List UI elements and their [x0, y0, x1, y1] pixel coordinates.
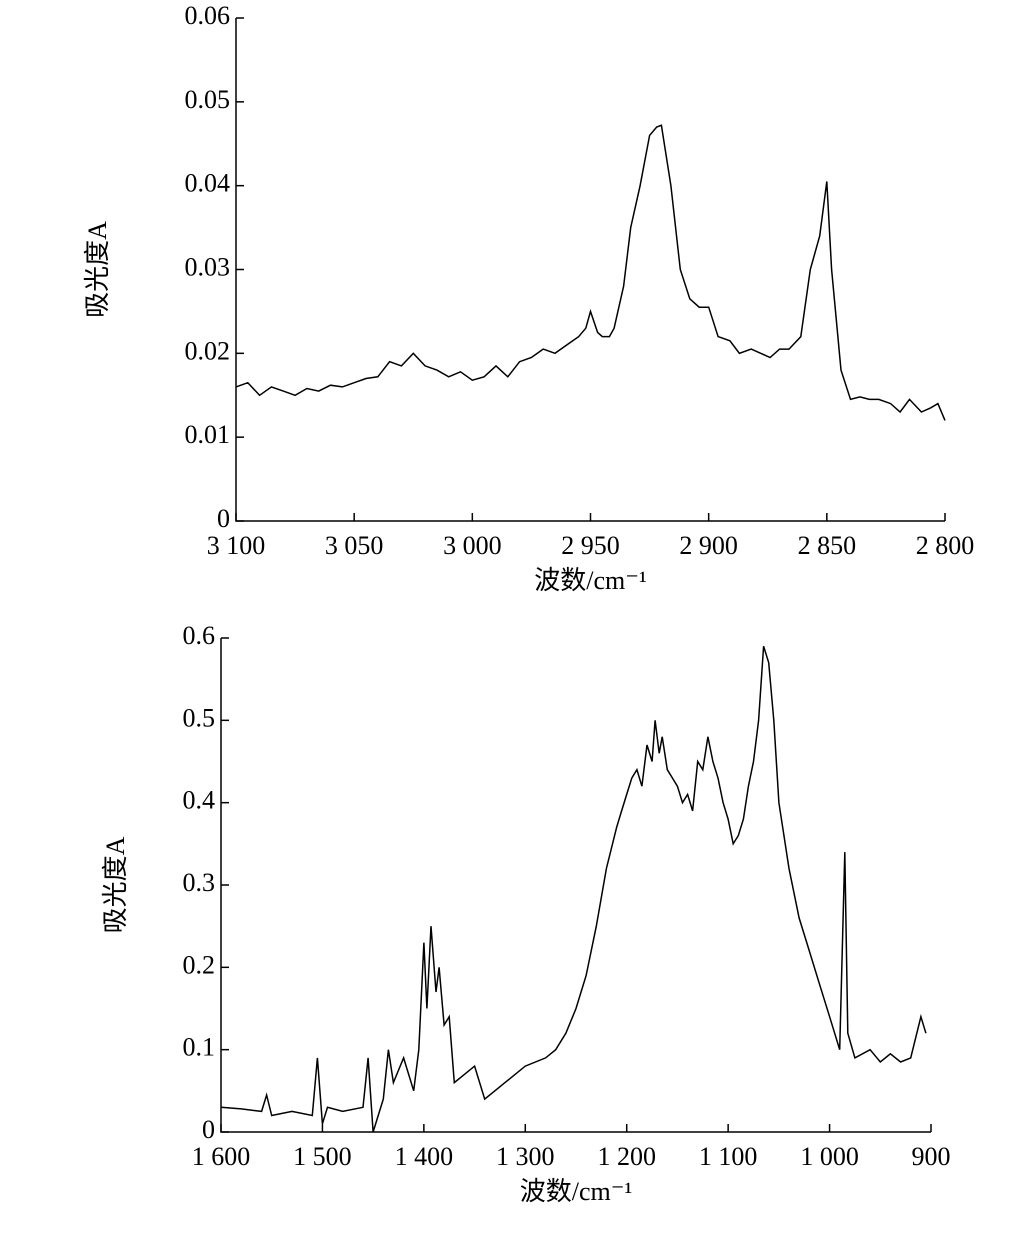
x-tick-label: 1 300: [496, 1142, 555, 1171]
x-tick-label: 1 500: [293, 1142, 352, 1171]
x-tick-label: 2 900: [679, 531, 738, 560]
y-tick-label: 0.03: [185, 252, 231, 281]
axis-line: [235, 18, 945, 522]
x-axis-label: 波数/cm⁻¹: [520, 1177, 633, 1206]
x-tick-label: 2 950: [561, 531, 620, 560]
y-tick-label: 0.1: [183, 1033, 216, 1062]
x-tick-label: 1 200: [597, 1142, 656, 1171]
y-tick-label: 0.2: [183, 950, 216, 979]
y-tick-label: 0.05: [185, 85, 231, 114]
x-tick-label: 2 800: [916, 531, 975, 560]
y-tick-label: 0.02: [185, 336, 231, 365]
spectrum-line: [220, 645, 927, 1133]
x-tick-label: 1 400: [395, 1142, 454, 1171]
x-tick-label: 2 850: [798, 531, 857, 560]
y-axis-label: 吸光度A: [83, 221, 112, 318]
y-tick-label: 0.06: [185, 1, 231, 30]
y-tick-label: 0.6: [183, 621, 216, 650]
x-tick-label: 1 000: [800, 1142, 859, 1171]
y-tick-label: 0.01: [185, 420, 231, 449]
x-tick-label: 900: [912, 1142, 951, 1171]
axis-line: [220, 638, 931, 1133]
y-tick-label: 0: [202, 1115, 215, 1144]
x-axis-label: 波数/cm⁻¹: [534, 566, 647, 595]
x-tick-label: 3 000: [443, 531, 502, 560]
y-tick-label: 0: [217, 504, 230, 533]
y-tick-label: 0.5: [183, 703, 216, 732]
y-tick-label: 0.04: [185, 169, 231, 198]
spectrum-line: [235, 124, 946, 421]
y-axis-label: 吸光度A: [101, 836, 130, 933]
x-tick-label: 3 100: [207, 531, 266, 560]
y-tick-label: 0.3: [183, 868, 216, 897]
y-tick-label: 0.4: [183, 786, 216, 815]
x-tick-label: 1 100: [699, 1142, 758, 1171]
x-tick-label: 1 600: [192, 1142, 251, 1171]
x-tick-label: 3 050: [325, 531, 384, 560]
